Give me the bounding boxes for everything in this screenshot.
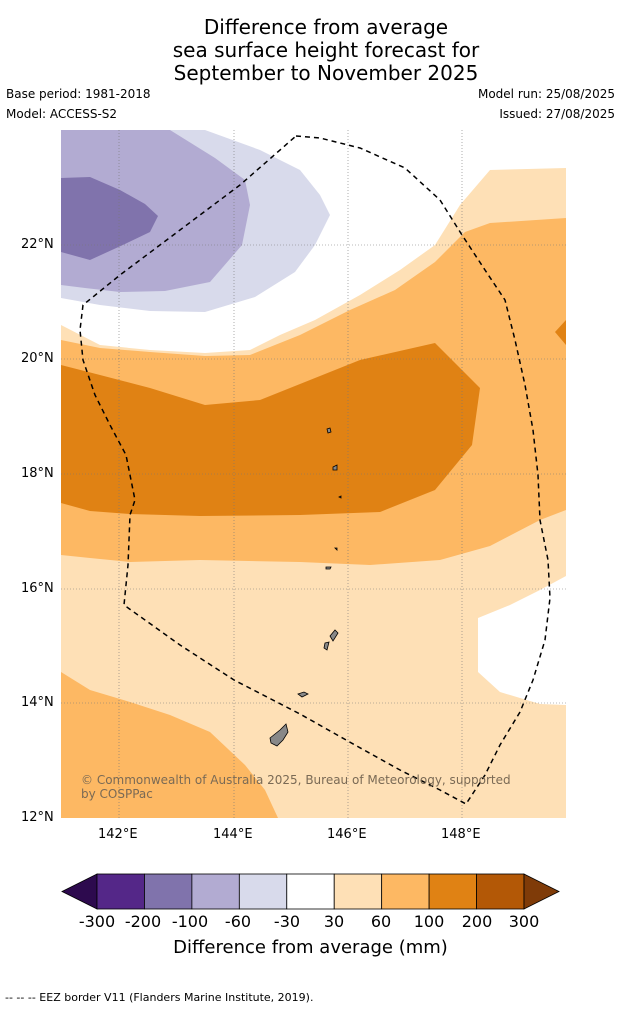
legend-swatch xyxy=(287,874,334,909)
legend-label-p300: 300 xyxy=(509,912,540,931)
legend-label-p200: 200 xyxy=(462,912,493,931)
eez-border-credit: -- -- -- EEZ border V11 (Flanders Marine… xyxy=(5,991,313,1004)
legend-swatch xyxy=(144,874,191,909)
legend-swatch xyxy=(477,874,524,909)
legend-label-m60: -60 xyxy=(225,912,251,931)
legend-title: Difference from average (mm) xyxy=(0,937,621,958)
legend-label-p60: 60 xyxy=(371,912,391,931)
legend-extend-max xyxy=(524,874,559,909)
legend-swatch xyxy=(239,874,286,909)
legend-swatch xyxy=(192,874,239,909)
legend-label-m100: -100 xyxy=(172,912,208,931)
legend-label-m30: -30 xyxy=(274,912,300,931)
legend-swatch xyxy=(334,874,381,909)
legend-swatch xyxy=(382,874,429,909)
legend-swatch xyxy=(429,874,476,909)
legend-label-m300: -300 xyxy=(79,912,115,931)
legend-label-p100: 100 xyxy=(414,912,445,931)
legend-label-m200: -200 xyxy=(125,912,161,931)
legend-label-p30: 30 xyxy=(324,912,344,931)
legend-extend-min xyxy=(62,874,97,909)
legend-swatch xyxy=(97,874,144,909)
legend-colorbar xyxy=(0,0,621,1011)
